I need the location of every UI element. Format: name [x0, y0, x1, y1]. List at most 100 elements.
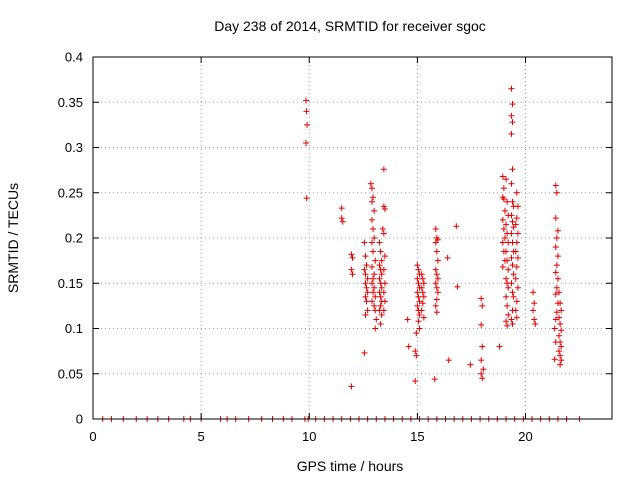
- data-point: [433, 271, 440, 278]
- data-point: [445, 357, 452, 364]
- data-point: [554, 253, 561, 260]
- data-point: [501, 235, 508, 241]
- data-point: [304, 121, 311, 128]
- data-point: [419, 275, 426, 282]
- data-point: [364, 307, 371, 314]
- data-point: [512, 221, 519, 228]
- data-point: [500, 185, 507, 192]
- data-point: [364, 275, 371, 282]
- data-point: [371, 235, 378, 241]
- data-point: [509, 101, 516, 108]
- data-point: [431, 376, 438, 383]
- x-axis-title: GPS time / hours: [297, 458, 404, 474]
- data-point: [508, 230, 515, 237]
- data-point: [349, 271, 356, 278]
- data-point: [363, 298, 370, 305]
- data-point: [551, 325, 558, 332]
- data-point: [367, 180, 374, 187]
- data-point: [303, 108, 310, 115]
- x-tick-labels: 0 5 10 15 20: [89, 429, 532, 444]
- data-point: [368, 239, 375, 246]
- data-point: [362, 271, 369, 278]
- data-point: [433, 296, 440, 303]
- data-point: [362, 280, 369, 287]
- data-point: [509, 262, 516, 269]
- data-point: [513, 314, 520, 321]
- data-point: [551, 356, 558, 363]
- data-point: [416, 325, 423, 332]
- data-point: [348, 266, 355, 273]
- data-point: [379, 225, 386, 232]
- data-point: [376, 239, 383, 246]
- data-point: [371, 302, 378, 309]
- data-point: [553, 309, 560, 316]
- data-point: [558, 357, 565, 364]
- data-point: [372, 325, 379, 332]
- data-point: [513, 298, 520, 305]
- data-point: [416, 311, 423, 318]
- data-point: [504, 198, 511, 205]
- data-point: [372, 257, 379, 264]
- data-point: [339, 218, 346, 225]
- y-tick-label: 0.05: [58, 366, 83, 381]
- data-point: [509, 289, 516, 296]
- data-point: [361, 349, 368, 356]
- data-point: [479, 302, 486, 309]
- data-point: [432, 280, 439, 287]
- x-tick-label: 5: [198, 429, 205, 444]
- data-point: [381, 206, 388, 213]
- data-point: [415, 280, 422, 287]
- data-point: [418, 284, 425, 291]
- data-point: [503, 248, 510, 255]
- data-point: [514, 254, 521, 261]
- data-point: [364, 289, 371, 296]
- data-point: [361, 239, 368, 246]
- data-point: [509, 119, 516, 126]
- data-point: [556, 348, 563, 355]
- data-point: [381, 298, 388, 305]
- data-point: [433, 284, 440, 291]
- y-axis-title: SRMTID / TECUs: [5, 183, 21, 293]
- data-point: [368, 198, 375, 205]
- data-point: [368, 298, 375, 305]
- data-point: [414, 289, 421, 296]
- data-point: [338, 215, 345, 222]
- data-point: [508, 112, 515, 119]
- data-point: [378, 284, 385, 291]
- data-point: [378, 257, 385, 264]
- data-point: [377, 248, 384, 255]
- data-point: [557, 352, 564, 359]
- plot-frame: [92, 56, 613, 420]
- data-point: [373, 316, 380, 323]
- data-point: [532, 320, 539, 327]
- data-point: [558, 343, 565, 350]
- data-point: [415, 266, 422, 273]
- data-points: [99, 85, 583, 422]
- y-tick-label: 0.2: [65, 231, 83, 246]
- data-point: [432, 225, 439, 232]
- data-point: [552, 316, 559, 323]
- data-point: [370, 248, 377, 255]
- data-point: [554, 275, 561, 282]
- data-point: [505, 311, 512, 318]
- y-tick-label: 0.4: [65, 50, 83, 65]
- y-tick-label: 0: [76, 412, 83, 427]
- data-point: [509, 218, 516, 225]
- data-point: [348, 251, 355, 258]
- data-point: [503, 318, 510, 325]
- data-point: [362, 253, 369, 260]
- data-point: [508, 85, 515, 92]
- data-point: [553, 235, 560, 241]
- data-point: [349, 254, 356, 261]
- data-point: [418, 307, 425, 314]
- data-point: [503, 293, 510, 300]
- data-point: [361, 266, 368, 273]
- data-point: [380, 203, 387, 210]
- data-point: [496, 343, 503, 350]
- data-point: [377, 293, 384, 300]
- data-point: [509, 320, 516, 327]
- data-point: [505, 284, 512, 291]
- data-point: [370, 275, 377, 282]
- data-point: [478, 357, 485, 364]
